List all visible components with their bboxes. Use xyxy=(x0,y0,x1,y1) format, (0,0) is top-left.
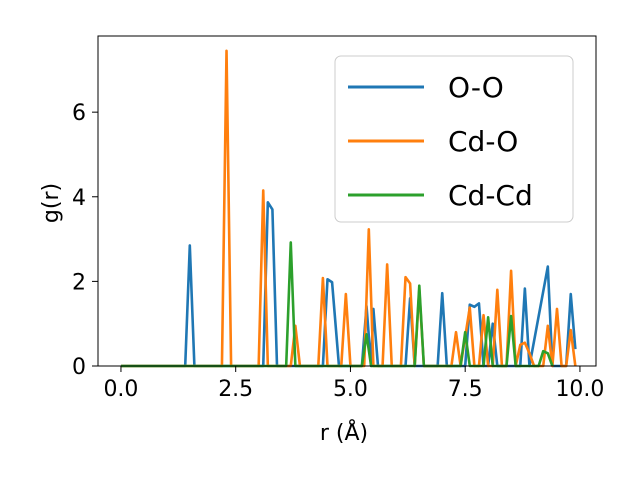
y-axis-ticks: 0 2 4 6 xyxy=(72,101,98,380)
x-tick-label: 5.0 xyxy=(333,377,368,402)
x-axis-label: r (Å) xyxy=(320,419,368,446)
x-tick-label: 7.5 xyxy=(448,377,483,402)
legend-box xyxy=(334,55,574,223)
plot-frame xyxy=(97,35,597,367)
legend-label-cd-cd: Cd-Cd xyxy=(448,179,533,212)
y-axis-label: g(r) xyxy=(39,183,64,223)
legend-label-cd-o: Cd-O xyxy=(448,125,518,158)
y-tick-label: 0 xyxy=(72,355,86,380)
x-tick-label: 10.0 xyxy=(555,377,604,402)
x-axis-ticks: 0.0 2.5 5.0 7.5 10.0 xyxy=(103,366,604,402)
y-tick-label: 2 xyxy=(72,270,86,295)
y-tick-label: 4 xyxy=(72,186,86,211)
x-tick-label: 2.5 xyxy=(218,377,253,402)
x-tick-label: 0.0 xyxy=(103,377,138,402)
legend-label-o-o: O-O xyxy=(448,71,504,104)
legend: O-O Cd-O Cd-Cd xyxy=(334,55,574,223)
y-tick-label: 6 xyxy=(72,101,86,126)
